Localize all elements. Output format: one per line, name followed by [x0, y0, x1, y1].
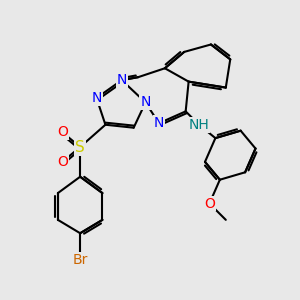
- Text: O: O: [57, 155, 68, 169]
- Text: NH: NH: [189, 118, 209, 132]
- Text: O: O: [204, 196, 215, 211]
- Text: N: N: [154, 116, 164, 130]
- Text: O: O: [57, 125, 68, 139]
- Text: N: N: [91, 91, 102, 105]
- Text: Br: Br: [73, 253, 88, 267]
- Text: N: N: [140, 95, 151, 110]
- Text: S: S: [75, 140, 85, 154]
- Text: N: N: [117, 73, 127, 87]
